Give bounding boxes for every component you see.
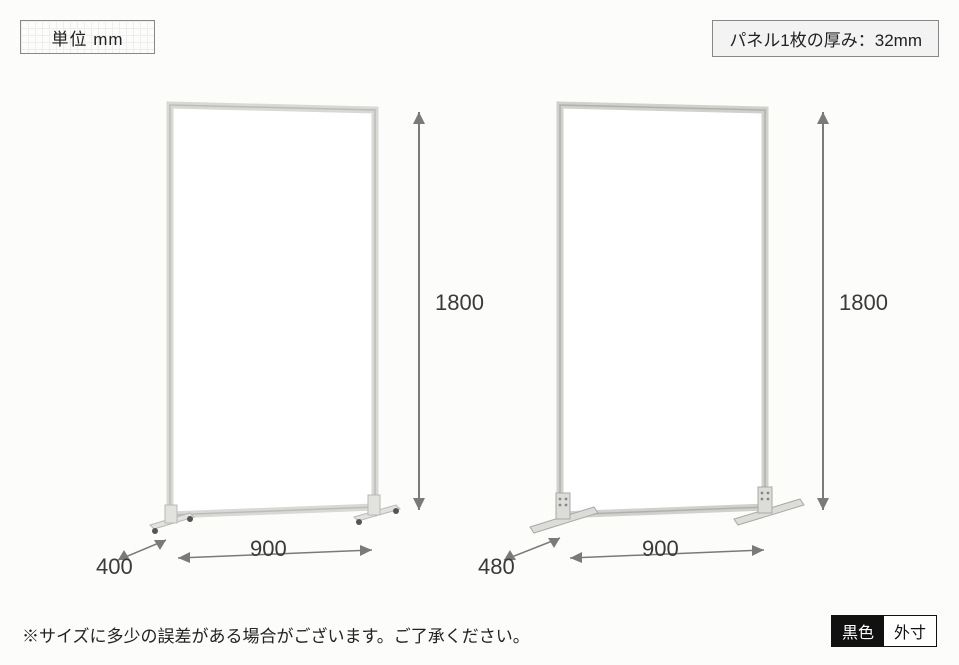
left-width-value: 900 [250, 536, 287, 562]
right-panel-diagram [500, 95, 830, 565]
right-width-value: 900 [642, 536, 679, 562]
left-panel-diagram [110, 95, 440, 565]
legend-white: 外寸 [884, 616, 936, 646]
thickness-box: パネル1枚の厚み：32mm [712, 20, 939, 57]
thickness-label: パネル1枚の厚み：32mm [729, 31, 922, 50]
unit-box: 単位 mm [20, 20, 155, 54]
left-height-value: 1800 [435, 290, 484, 316]
unit-label: 単位 mm [51, 25, 123, 50]
legend-black: 黒色 [832, 616, 884, 646]
left-depth-value: 400 [96, 554, 133, 580]
right-height-value: 1800 [839, 290, 888, 316]
right-depth-value: 480 [478, 554, 515, 580]
size-note: ※サイズに多少の誤差がある場合がございます。ご了承ください。 [22, 622, 530, 647]
legend: 黒色 外寸 [831, 615, 937, 647]
